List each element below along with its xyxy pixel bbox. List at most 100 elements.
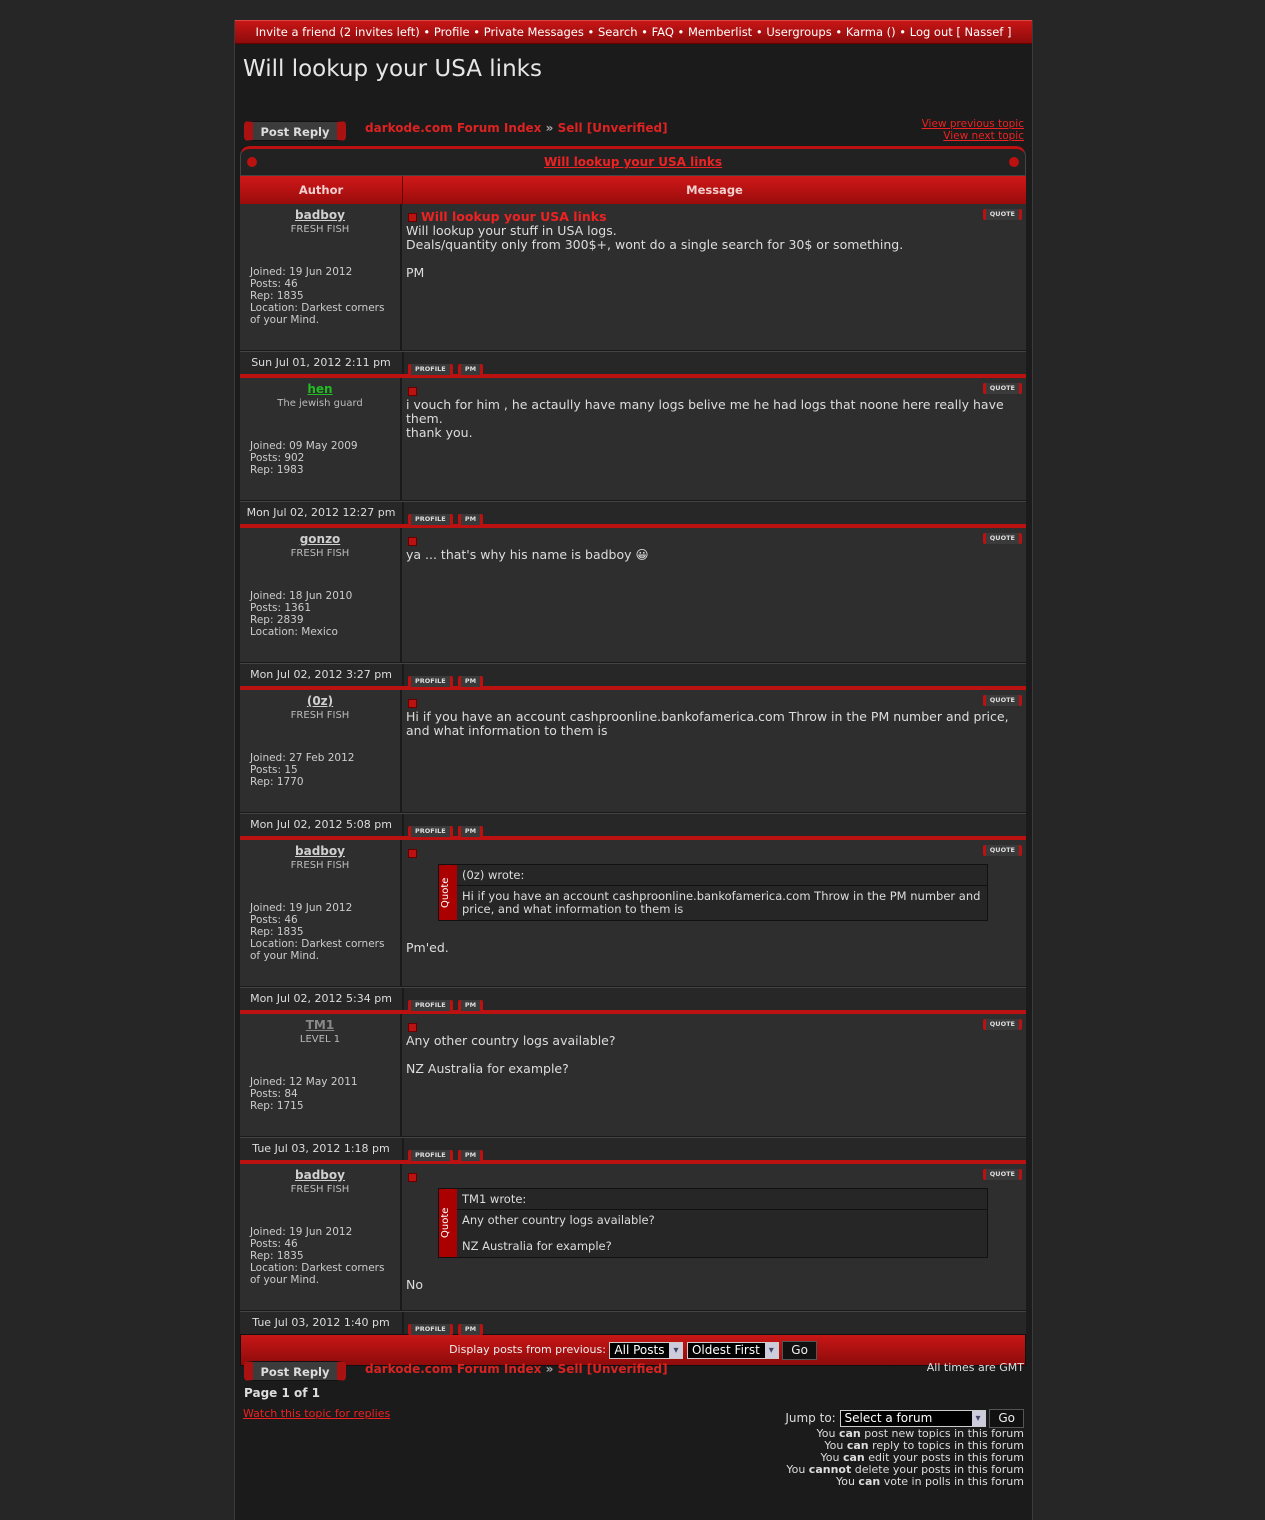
quote-header: TM1 wrote: <box>457 1189 987 1210</box>
post-icon <box>408 699 417 708</box>
author-name-link[interactable]: badboy <box>295 1168 345 1182</box>
author-info-line: Rep: 1770 <box>250 776 304 788</box>
author-info-line: Joined: 19 Jun 2012 <box>250 902 353 914</box>
author-name-link[interactable]: hen <box>307 382 333 396</box>
watch-topic-link[interactable]: Watch this topic for replies <box>243 1407 391 1420</box>
post-icon <box>408 387 417 396</box>
author-name-link[interactable]: badboy <box>295 844 345 858</box>
author-info-line: Joined: 18 Jun 2010 <box>250 590 353 602</box>
nav-item[interactable]: Log out [ Nassef ] <box>909 25 1012 39</box>
pm-button[interactable]: PM <box>457 514 484 525</box>
nav-item[interactable]: Usergroups <box>766 25 832 39</box>
post-text: NZ Australia for example? <box>406 1061 569 1076</box>
forum-select[interactable]: Select a forum <box>839 1410 986 1427</box>
jump-go-button[interactable]: Go <box>989 1409 1024 1428</box>
pm-button[interactable]: PM <box>457 826 484 837</box>
post-message: QUOTE Quote (0z) wrote: Hi if you have an … <box>402 840 1026 986</box>
post-reply-button[interactable]: Post Reply <box>244 121 346 141</box>
quote-button[interactable]: QUOTE <box>982 383 1022 394</box>
author-info-line: Location: Darkest corners <box>250 1262 385 1274</box>
author-rank: FRESH FISH <box>290 548 350 559</box>
author-info-line: Location: Darkest corners <box>250 302 385 314</box>
permission-line: You can edit your posts in this forum <box>820 1451 1024 1464</box>
nav-item[interactable]: FAQ <box>651 25 674 39</box>
profile-button[interactable]: PROFILE <box>408 364 453 375</box>
profile-button[interactable]: PROFILE <box>408 826 453 837</box>
bullet-icon <box>247 157 257 167</box>
order-select[interactable]: Oldest First <box>686 1341 779 1359</box>
topic-title-link[interactable]: Will lookup your USA links <box>543 155 723 169</box>
nav-item[interactable]: Invite a friend (2 invites left) <box>255 25 420 39</box>
nav-item[interactable]: Karma () <box>845 25 896 39</box>
profile-button[interactable]: PROFILE <box>408 1150 453 1161</box>
breadcrumb-index[interactable]: darkode.com Forum Index <box>365 121 542 135</box>
post-icon <box>408 1173 417 1182</box>
author-rank: The jewish guard <box>277 398 363 409</box>
post-text <box>406 1264 1022 1278</box>
quote-button[interactable]: QUOTE <box>982 1169 1022 1180</box>
post: hen The jewish guard Joined: 09 May 2009… <box>240 374 1026 525</box>
nav-item[interactable]: Private Messages <box>483 25 584 39</box>
profile-button[interactable]: PROFILE <box>408 1000 453 1011</box>
author-name-link[interactable]: TM1 <box>305 1018 335 1032</box>
post-author: hen The jewish guard Joined: 09 May 2009… <box>240 378 402 500</box>
timezone-note: All times are GMT <box>926 1361 1024 1374</box>
quote-button[interactable]: QUOTE <box>982 695 1022 706</box>
view-next-topic-link[interactable]: View next topic <box>943 130 1024 142</box>
author-name-link[interactable]: badboy <box>295 208 345 222</box>
topic-nav: View previous topic View next topic <box>922 118 1024 142</box>
pm-button[interactable]: PM <box>457 676 484 687</box>
quote-text: Any other country logs available? <box>462 1213 655 1227</box>
profile-button[interactable]: PROFILE <box>408 676 453 687</box>
post-icon <box>408 849 417 858</box>
post-icon <box>408 537 417 546</box>
quote-header: (0z) wrote: <box>457 865 987 886</box>
author-info-line: Posts: 1361 <box>250 602 312 614</box>
profile-button[interactable]: PROFILE <box>408 514 453 525</box>
breadcrumb-index[interactable]: darkode.com Forum Index <box>365 1362 542 1376</box>
display-options-bar: Display posts from previous: All Posts O… <box>240 1334 1026 1366</box>
post-text: thank you. <box>406 425 473 440</box>
author-info-line: Posts: 46 <box>250 914 298 926</box>
breadcrumb-forum[interactable]: Sell [Unverified] <box>557 1362 668 1376</box>
author-info-line: Joined: 27 Feb 2012 <box>250 752 355 764</box>
profile-button[interactable]: PROFILE <box>408 1324 453 1335</box>
author-info-line: Rep: 1983 <box>250 464 304 476</box>
jump-to: Jump to: Select a forum Go <box>785 1409 1024 1428</box>
breadcrumb-bottom: darkode.com Forum Index » Sell [Unverifi… <box>365 1362 668 1376</box>
nav-item[interactable]: Memberlist <box>688 25 753 39</box>
pm-button[interactable]: PM <box>457 1000 484 1011</box>
post-text <box>406 1048 1022 1062</box>
period-select[interactable]: All Posts <box>609 1341 684 1359</box>
quote-label: Quote <box>439 865 457 920</box>
author-name-link[interactable]: gonzo <box>299 532 341 546</box>
post-text: ya ... that's why his name is badboy 😀 <box>406 547 649 562</box>
post: gonzo FRESH FISH Joined: 18 Jun 2010 Post… <box>240 524 1026 687</box>
view-previous-topic-link[interactable]: View previous topic <box>921 118 1024 130</box>
post-message: QUOTE Any other country logs available? N… <box>402 1014 1026 1136</box>
quote-block: Quote (0z) wrote: Hi if you have an accoun… <box>438 864 988 921</box>
quote-button[interactable]: QUOTE <box>982 533 1022 544</box>
pm-button[interactable]: PM <box>457 1150 484 1161</box>
author-info-line: of your Mind. <box>250 950 320 962</box>
nav-item[interactable]: Search <box>597 25 638 39</box>
post-reply-button-bottom[interactable]: Post Reply <box>244 1361 346 1381</box>
post-date: Mon Jul 02, 2012 12:27 pm <box>240 502 404 524</box>
pm-button[interactable]: PM <box>457 1324 484 1335</box>
breadcrumb-forum[interactable]: Sell [Unverified] <box>557 121 668 135</box>
nav-item[interactable]: Profile <box>433 25 470 39</box>
post-author: badboy FRESH FISH Joined: 19 Jun 2012 Pos… <box>240 204 402 350</box>
display-go-button[interactable]: Go <box>782 1340 817 1360</box>
permission-line: You can vote in polls in this forum <box>835 1475 1024 1488</box>
breadcrumb-separator: » <box>545 121 554 135</box>
post-message: QUOTE Quote TM1 wrote: Any other country l… <box>402 1164 1026 1310</box>
post: (0z) FRESH FISH Joined: 27 Feb 2012 Posts… <box>240 686 1026 837</box>
quote-button[interactable]: QUOTE <box>982 845 1022 856</box>
post-message: QUOTE ya ... that's why his name is badb… <box>402 528 1026 662</box>
pm-button[interactable]: PM <box>457 364 484 375</box>
quote-button[interactable]: QUOTE <box>982 209 1022 220</box>
author-name-link[interactable]: (0z) <box>306 694 334 708</box>
author-info-line: Location: Darkest corners <box>250 938 385 950</box>
message-header: Message <box>686 183 743 197</box>
quote-button[interactable]: QUOTE <box>982 1019 1022 1030</box>
